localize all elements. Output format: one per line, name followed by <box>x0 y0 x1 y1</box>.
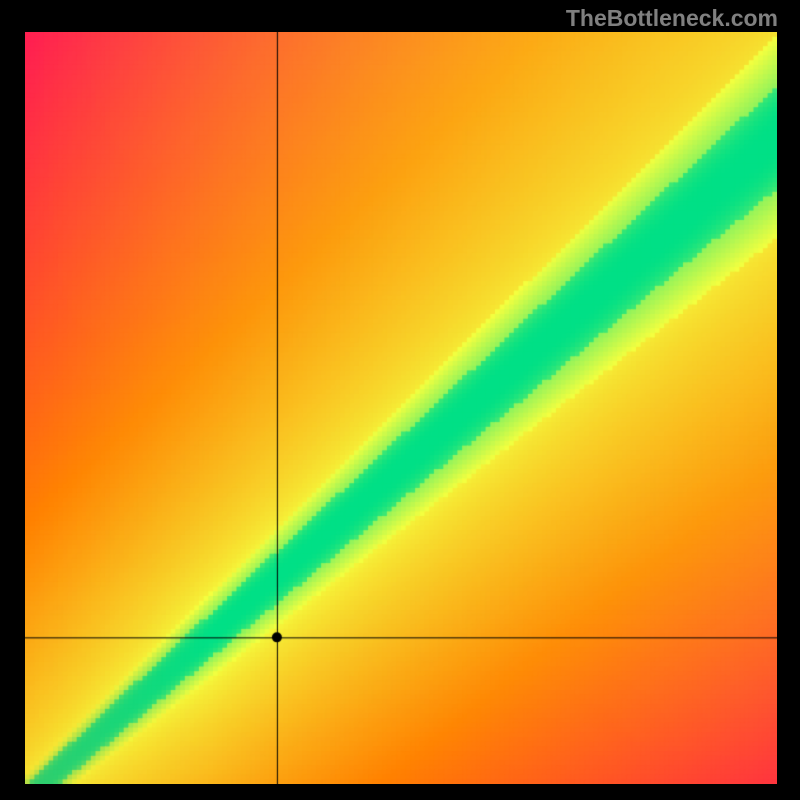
bottleneck-heatmap <box>25 32 777 784</box>
chart-container: { "canvas": { "width": 800, "height": 80… <box>0 0 800 800</box>
watermark-label: TheBottleneck.com <box>566 5 778 32</box>
